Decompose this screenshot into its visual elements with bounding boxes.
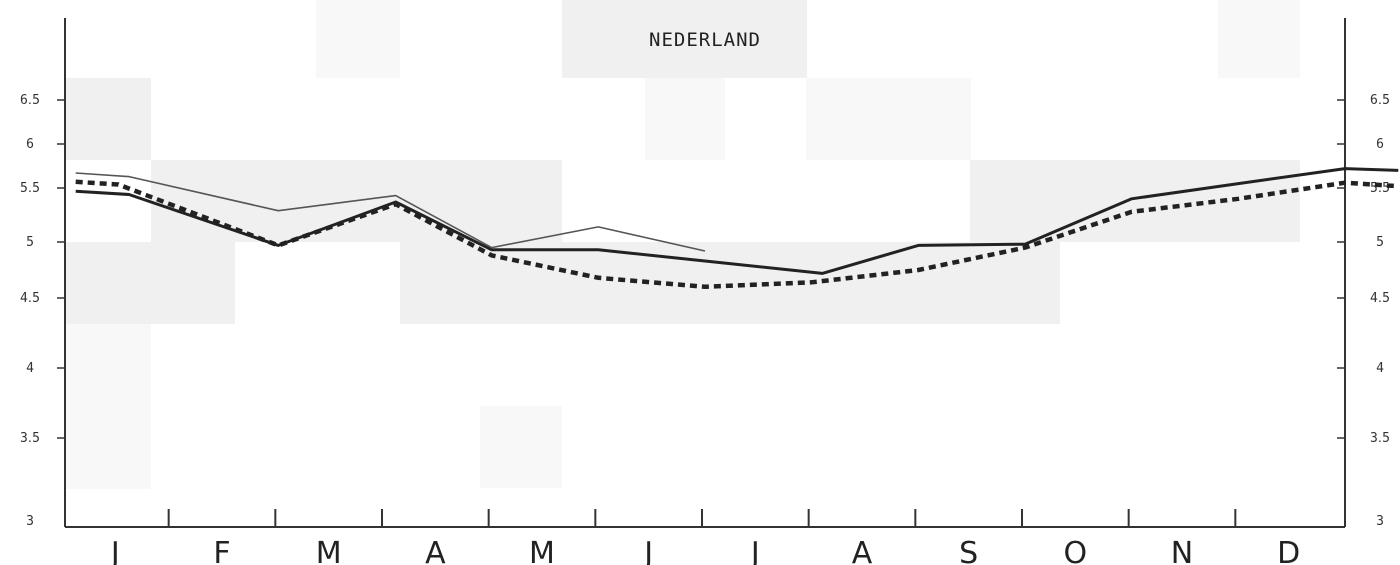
- series-lines: [75, 167, 1399, 290]
- y-tick-label-right: 5: [1376, 235, 1384, 250]
- series-line-dashed-thick: [75, 179, 1399, 290]
- y-tick-label-right: 4․5: [1370, 291, 1390, 306]
- x-tick-label: A: [425, 536, 446, 565]
- y-tick-label-left: 4․5: [20, 291, 40, 306]
- y-tick-label-left: 3․5: [20, 431, 40, 446]
- x-tick-label: A: [852, 536, 873, 565]
- y-ticks: 3 33․5 3․54 44․5 4․55 55․5 5․56 66․5 6․5: [20, 93, 1390, 529]
- x-tick-label: O: [1064, 536, 1088, 565]
- background-tile: [480, 406, 562, 488]
- background-tile: [316, 0, 400, 78]
- axes: [64, 18, 1346, 528]
- background-tile: [562, 0, 807, 78]
- background-tile: [645, 78, 725, 160]
- background-tile: [1060, 242, 1300, 324]
- x-tick-label: M: [316, 536, 342, 565]
- x-tick-label: J: [642, 536, 653, 565]
- background-tile: [65, 242, 235, 324]
- y-tick-label-right: 6: [1376, 137, 1384, 152]
- background-tile: [806, 78, 971, 160]
- y-tick-label-left: 5․5: [20, 181, 40, 196]
- y-tick-label-left: 3: [26, 514, 34, 529]
- background-tile: [970, 160, 1300, 242]
- background-tile: [65, 78, 151, 160]
- y-tick-label-right: 3: [1376, 514, 1384, 529]
- background-tile: [480, 160, 562, 242]
- x-tick-label: J: [109, 536, 120, 565]
- background-tile: [151, 160, 236, 242]
- x-tick-label: S: [959, 536, 978, 565]
- x-tick-label: F: [213, 536, 230, 565]
- background-tile: [400, 242, 1060, 324]
- y-tick-label-right: 6․5: [1370, 93, 1390, 108]
- y-tick-label-left: 6: [26, 137, 34, 152]
- background-tile: [1218, 0, 1300, 78]
- chart-title: NEDERLAND: [649, 29, 761, 51]
- x-tick-label: M: [529, 536, 555, 565]
- x-tick-label: J: [749, 536, 760, 565]
- y-tick-label-right: 4: [1376, 361, 1384, 376]
- y-tick-label-left: 6․5: [20, 93, 40, 108]
- series-line-solid-thin: [75, 172, 706, 252]
- y-tick-label-right: 3․5: [1370, 431, 1390, 446]
- y-tick-label-left: 4: [26, 361, 34, 376]
- background-tile: [236, 160, 316, 242]
- x-tick-label: D: [1277, 536, 1300, 565]
- background-tile: [65, 324, 151, 489]
- x-tick-label: N: [1171, 536, 1193, 565]
- y-tick-label-left: 5: [26, 235, 34, 250]
- background-tiles: [65, 0, 1300, 489]
